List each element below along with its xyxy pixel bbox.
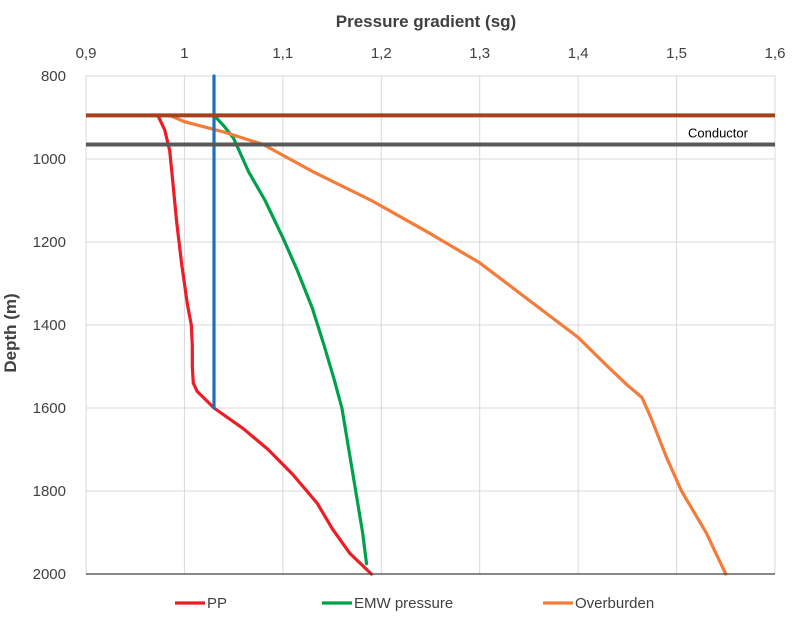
y-tick-label: 1400 bbox=[33, 317, 66, 334]
series-line-emw-pressure bbox=[212, 113, 369, 566]
x-axis-title: Pressure gradient (sg) bbox=[336, 12, 516, 31]
legend-label: PP bbox=[207, 595, 227, 612]
hline-layer: Conductor bbox=[86, 113, 775, 147]
legend-label: EMW pressure bbox=[354, 595, 453, 612]
x-tick-label: 1,3 bbox=[469, 45, 490, 62]
y-tick-label: 800 bbox=[41, 68, 66, 85]
y-tick-label: 1200 bbox=[33, 234, 66, 251]
y-tick-label: 1800 bbox=[33, 483, 66, 500]
y-axis-title: Depth (m) bbox=[1, 293, 20, 372]
y-tick-label: 2000 bbox=[33, 566, 66, 583]
y-tick-label: 1600 bbox=[33, 400, 66, 417]
x-tick-label: 0,9 bbox=[76, 45, 97, 62]
series-line-pp bbox=[156, 113, 373, 576]
series-layer bbox=[156, 74, 728, 576]
x-tick-label: 1,6 bbox=[765, 45, 786, 62]
grid-layer bbox=[85, 75, 776, 575]
x-tick-label: 1,2 bbox=[371, 45, 392, 62]
x-tick-label: 1,4 bbox=[568, 45, 589, 62]
series-line-overburden bbox=[168, 113, 728, 576]
legend-label: Overburden bbox=[575, 595, 654, 612]
x-tick-label: 1,1 bbox=[272, 45, 293, 62]
x-tick-label: 1,5 bbox=[666, 45, 687, 62]
axis-layer: 0,9 1 1,1 1,2 1,3 1,4 1,5 1,6 800 1000 1200 1400 160… bbox=[33, 45, 786, 583]
legend: PP EMW pressure Overburden bbox=[175, 595, 654, 612]
x-tick-label: 1 bbox=[180, 45, 188, 62]
hline-label: Conductor bbox=[688, 125, 749, 140]
y-tick-label: 1000 bbox=[33, 151, 66, 168]
